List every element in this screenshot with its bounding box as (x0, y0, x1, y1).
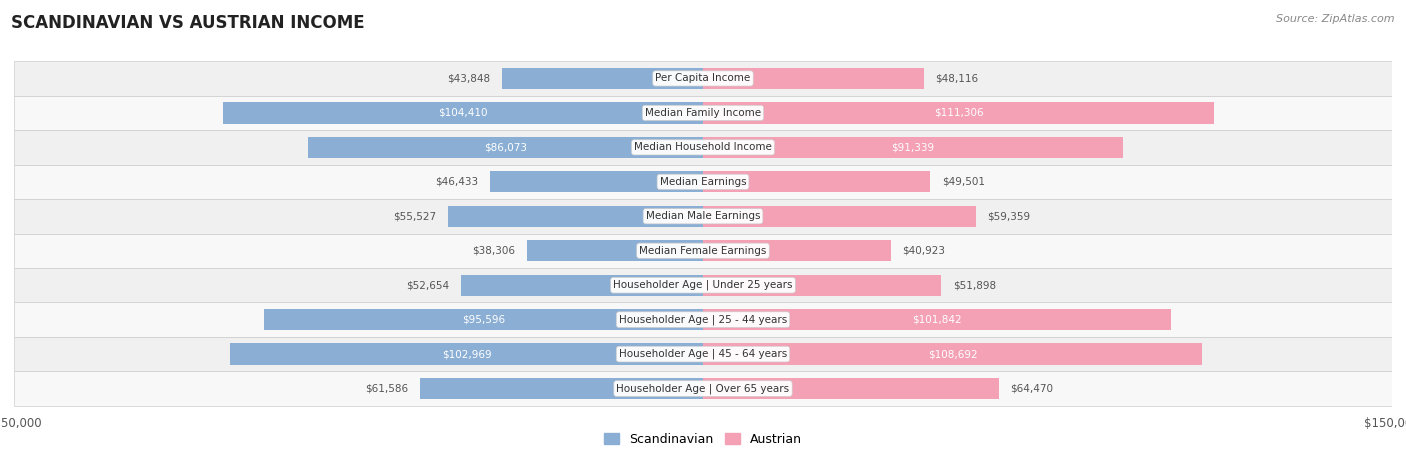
Bar (14, 164, 1392, 199)
Bar (14, 61, 1392, 96)
Bar (14, 371, 1392, 406)
Legend: Scandinavian, Austrian: Scandinavian, Austrian (599, 428, 807, 451)
Text: $49,501: $49,501 (942, 177, 984, 187)
Text: $51,898: $51,898 (953, 280, 995, 290)
Text: $95,596: $95,596 (463, 315, 505, 325)
Bar (264, 309, 703, 330)
Text: Median Family Income: Median Family Income (645, 108, 761, 118)
Text: $91,339: $91,339 (891, 142, 935, 152)
Text: $102,969: $102,969 (441, 349, 491, 359)
Bar (14, 96, 1392, 130)
Bar (14, 199, 1392, 234)
Bar (703, 240, 891, 262)
Text: $108,692: $108,692 (928, 349, 977, 359)
Text: Per Capita Income: Per Capita Income (655, 73, 751, 84)
Bar (502, 68, 703, 89)
Bar (703, 343, 1202, 365)
Text: $64,470: $64,470 (1011, 383, 1053, 394)
Bar (703, 378, 1000, 399)
Text: $111,306: $111,306 (934, 108, 983, 118)
Text: Householder Age | Under 25 years: Householder Age | Under 25 years (613, 280, 793, 290)
Text: $48,116: $48,116 (935, 73, 979, 84)
Bar (527, 240, 703, 262)
Bar (461, 275, 703, 296)
Text: Householder Age | 45 - 64 years: Householder Age | 45 - 64 years (619, 349, 787, 359)
Bar (703, 309, 1171, 330)
Bar (449, 205, 703, 227)
Bar (231, 343, 703, 365)
Text: Median Earnings: Median Earnings (659, 177, 747, 187)
Text: $86,073: $86,073 (484, 142, 527, 152)
Text: Median Male Earnings: Median Male Earnings (645, 211, 761, 221)
Bar (703, 68, 924, 89)
Text: Median Household Income: Median Household Income (634, 142, 772, 152)
Bar (14, 234, 1392, 268)
Bar (703, 205, 976, 227)
Text: Median Female Earnings: Median Female Earnings (640, 246, 766, 256)
Text: $46,433: $46,433 (434, 177, 478, 187)
Text: Householder Age | 25 - 44 years: Householder Age | 25 - 44 years (619, 314, 787, 325)
Text: $52,654: $52,654 (406, 280, 450, 290)
Bar (489, 171, 703, 192)
Text: $38,306: $38,306 (472, 246, 516, 256)
Bar (14, 337, 1392, 371)
Text: Source: ZipAtlas.com: Source: ZipAtlas.com (1277, 14, 1395, 24)
Bar (14, 130, 1392, 164)
Bar (14, 303, 1392, 337)
Bar (703, 102, 1215, 124)
Text: $40,923: $40,923 (903, 246, 945, 256)
Bar (14, 268, 1392, 303)
Bar (703, 275, 942, 296)
Text: $101,842: $101,842 (912, 315, 962, 325)
Text: $43,848: $43,848 (447, 73, 491, 84)
Bar (703, 137, 1122, 158)
Text: $55,527: $55,527 (394, 211, 436, 221)
Bar (420, 378, 703, 399)
Text: $59,359: $59,359 (987, 211, 1031, 221)
Text: $104,410: $104,410 (439, 108, 488, 118)
Text: Householder Age | Over 65 years: Householder Age | Over 65 years (616, 383, 790, 394)
Bar (703, 171, 931, 192)
Bar (224, 102, 703, 124)
Text: SCANDINAVIAN VS AUSTRIAN INCOME: SCANDINAVIAN VS AUSTRIAN INCOME (11, 14, 366, 32)
Bar (308, 137, 703, 158)
Text: $61,586: $61,586 (366, 383, 409, 394)
